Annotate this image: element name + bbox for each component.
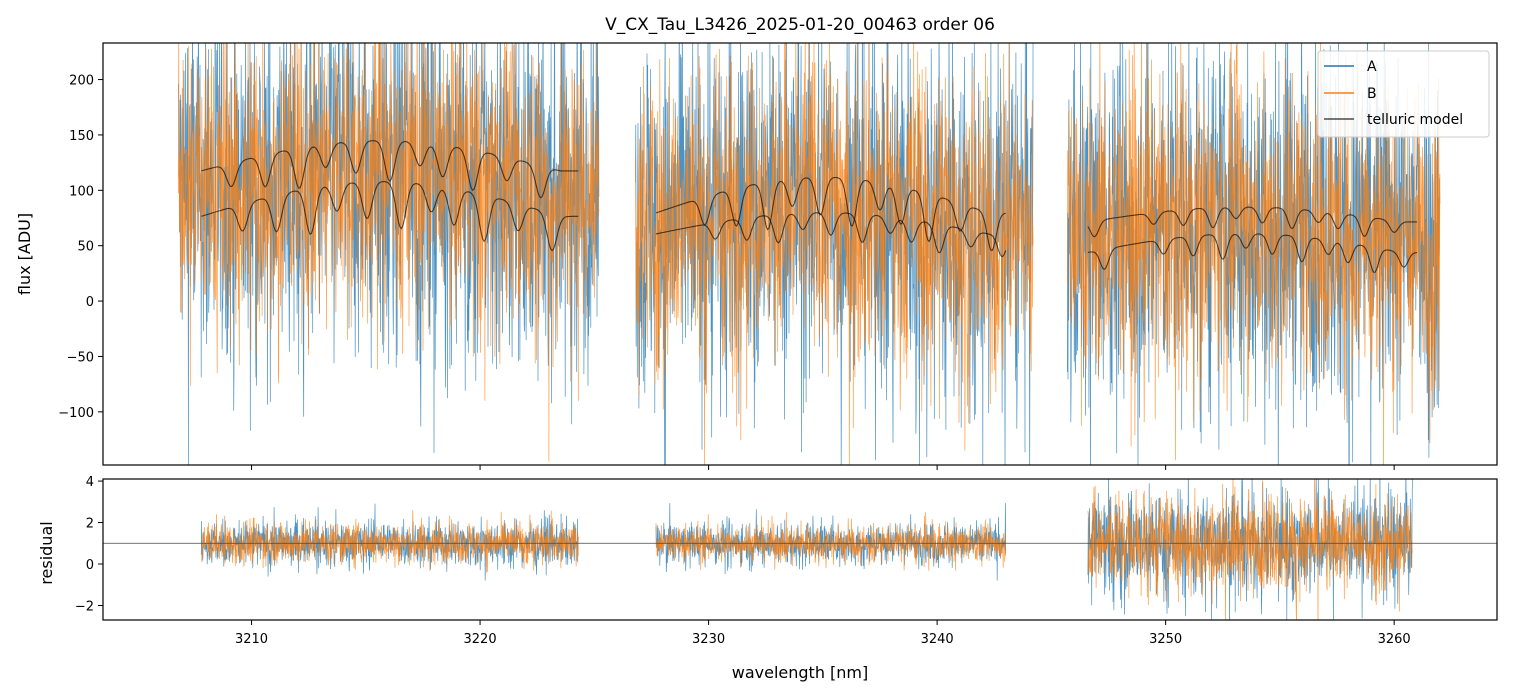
residual-plot-area xyxy=(103,479,1497,620)
chart-title: V_CX_Tau_L3426_2025-01-20_00463 order 06 xyxy=(605,15,995,35)
flux-x-ticks xyxy=(251,465,1395,470)
legend-label-telluric: telluric model xyxy=(1367,112,1463,128)
legend-label-b: B xyxy=(1367,86,1377,102)
residual-y-tick-label-0: 4 xyxy=(86,475,94,490)
residual-series-b xyxy=(200,479,1413,620)
telluric-model-line-2 xyxy=(201,181,1418,274)
x-tick-label-4: 3250 xyxy=(1149,632,1182,647)
x-tick-label-2: 3230 xyxy=(692,632,725,647)
x-tick-label-1: 3220 xyxy=(464,632,497,647)
legend-label-a: A xyxy=(1367,59,1377,75)
flux-y-label: flux [ADU] xyxy=(15,213,34,295)
x-axis-label: wavelength [nm] xyxy=(732,663,869,682)
flux-y-tick-label-3: 50 xyxy=(77,240,94,255)
residual-y-label: residual xyxy=(37,521,56,584)
flux-plot-area xyxy=(178,43,1441,465)
x-tick-label-0: 3210 xyxy=(235,632,268,647)
flux-y-ticks: 200 150 100 50 0 −50 −100 xyxy=(58,74,103,421)
residual-axes-frame xyxy=(102,478,1498,621)
residual-y-tick-label-3: −2 xyxy=(75,599,94,614)
flux-axes-frame xyxy=(102,42,1498,466)
x-tick-label-3: 3240 xyxy=(921,632,954,647)
flux-y-tick-label-0: 200 xyxy=(69,74,94,89)
flux-y-tick-label-2: 100 xyxy=(69,184,94,199)
residual-y-tick-label-1: 2 xyxy=(86,517,94,532)
flux-y-tick-label-4: 0 xyxy=(86,295,94,310)
residual-x-ticks: 3210 3220 3230 3240 3250 3260 xyxy=(235,620,1411,647)
x-tick-label-5: 3260 xyxy=(1378,632,1411,647)
legend: A B telluric model xyxy=(1317,50,1490,138)
flux-y-tick-label-6: −100 xyxy=(58,406,94,421)
telluric-model-line-1 xyxy=(201,140,1417,252)
residual-y-tick-label-2: 0 xyxy=(86,558,94,573)
residual-y-ticks: 4 2 0 −2 xyxy=(75,475,103,614)
flux-y-tick-label-5: −50 xyxy=(67,350,94,365)
flux-y-tick-label-1: 150 xyxy=(69,129,94,144)
